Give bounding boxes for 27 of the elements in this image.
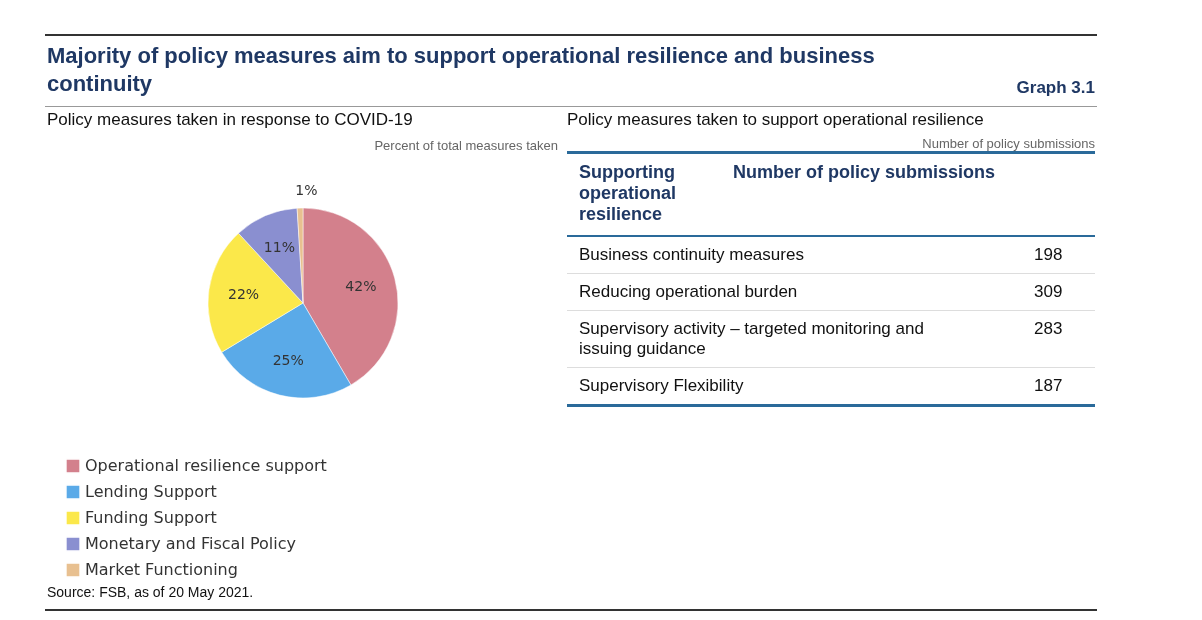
source-note: Source: FSB, as of 20 May 2021.	[47, 584, 254, 600]
data-label: 187	[974, 367, 1095, 406]
data-label: 1%	[295, 182, 318, 199]
text: Percent of total measures taken	[374, 138, 558, 153]
text: Number of policy submissions	[921, 136, 1095, 151]
legend-label: Operational resilience support	[85, 456, 327, 475]
category-label: Supervisory activity – targeted monitoring and issuing guidance	[567, 310, 975, 368]
caption: Graph 3.1	[1016, 78, 1095, 98]
legend-label: Monetary and Fiscal Policy	[85, 534, 296, 553]
text: Majority of policy measures aim to support operational resilience and business continuity	[47, 42, 876, 98]
legend-label: Lending Support	[85, 482, 217, 501]
data-label: 42%	[345, 278, 377, 295]
category-label: Supervisory Flexibility	[567, 367, 975, 406]
data-label: 309	[974, 273, 1095, 311]
data-label: 198	[974, 236, 1095, 274]
legend-label: Funding Support	[85, 508, 217, 527]
data-label: 11%	[263, 238, 295, 255]
text: Number of policy submissions	[721, 152, 1095, 236]
category-label: Reducing operational burden	[567, 273, 975, 311]
text: Supporting operational resilience	[567, 152, 721, 236]
text: Policy measures taken to support operational resilience	[567, 110, 985, 130]
legend-label: Market Functioning	[85, 560, 238, 579]
category-label: Business continuity measures	[567, 236, 975, 274]
data-label: 22%	[228, 285, 260, 302]
data-label: 25%	[272, 352, 304, 369]
chart-subtitle: Policy measures taken in response to COVID-19	[47, 110, 413, 130]
data-label: 283	[974, 310, 1095, 368]
